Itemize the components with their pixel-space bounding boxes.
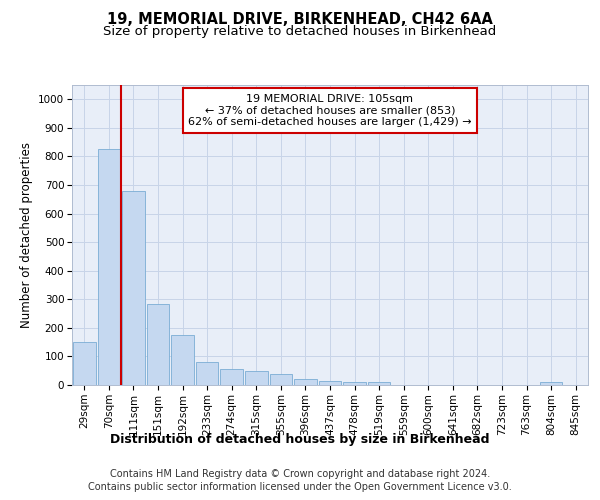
Text: Contains public sector information licensed under the Open Government Licence v3: Contains public sector information licen…	[88, 482, 512, 492]
Bar	[343, 382, 366, 385]
Bar	[196, 362, 218, 385]
Bar	[171, 335, 194, 385]
Bar	[73, 342, 95, 385]
Text: 19, MEMORIAL DRIVE, BIRKENHEAD, CH42 6AA: 19, MEMORIAL DRIVE, BIRKENHEAD, CH42 6AA	[107, 12, 493, 28]
Bar	[98, 150, 120, 385]
Text: Size of property relative to detached houses in Birkenhead: Size of property relative to detached ho…	[103, 25, 497, 38]
Bar	[122, 190, 145, 385]
Bar	[146, 304, 169, 385]
Text: Contains HM Land Registry data © Crown copyright and database right 2024.: Contains HM Land Registry data © Crown c…	[110, 469, 490, 479]
Bar	[294, 378, 317, 385]
Bar	[220, 370, 243, 385]
Text: Distribution of detached houses by size in Birkenhead: Distribution of detached houses by size …	[110, 432, 490, 446]
Bar	[368, 382, 391, 385]
Bar	[269, 374, 292, 385]
Y-axis label: Number of detached properties: Number of detached properties	[20, 142, 32, 328]
Bar	[540, 382, 562, 385]
Bar	[319, 380, 341, 385]
Bar	[245, 370, 268, 385]
Text: 19 MEMORIAL DRIVE: 105sqm
← 37% of detached houses are smaller (853)
62% of semi: 19 MEMORIAL DRIVE: 105sqm ← 37% of detac…	[188, 94, 472, 127]
